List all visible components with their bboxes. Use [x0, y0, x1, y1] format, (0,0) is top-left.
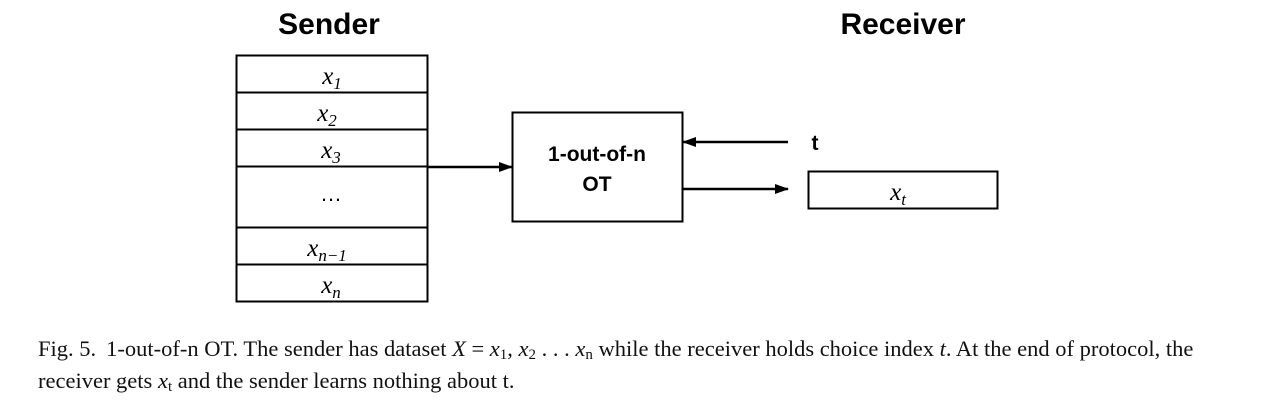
- caption-text-1: 1-out-of-n OT. The sender has dataset: [106, 336, 453, 361]
- caption-math-xn: x: [575, 336, 586, 361]
- caption-math-x2: x: [518, 336, 529, 361]
- caption-math-xt: x: [157, 368, 168, 393]
- caption-math-xt-sub: t: [167, 379, 173, 395]
- sender-cell-x3: x3: [320, 137, 341, 167]
- ot-box-line2: OT: [582, 173, 611, 196]
- ot-box-line1: 1-out-of-n: [548, 143, 646, 166]
- figure-caption: Fig. 5. 1-out-of-n OT. The sender has dat…: [38, 333, 1238, 397]
- caption-math-x1-sub: 1: [499, 347, 508, 363]
- sender-dataset-table: x1 x2 x3 … xn−1 xn: [235, 54, 429, 303]
- sender-heading: Sender: [278, 8, 380, 41]
- caption-math-X: X: [452, 336, 466, 361]
- ot-box: 1-out-of-n OT: [511, 111, 684, 223]
- receiver-output-xt: xt: [889, 179, 907, 209]
- caption-text-2: =: [465, 336, 490, 361]
- caption-math-xn-sub: n: [585, 347, 593, 363]
- caption-math-t: t: [939, 336, 946, 361]
- caption-text-3: ,: [507, 336, 519, 361]
- receiver-output-box: xt: [807, 170, 999, 210]
- sender-cell-xn: xn: [320, 272, 341, 302]
- ot-diagram: Sender Receiver x1 x2 x3 … xn−1 xn 1-out…: [235, 8, 999, 303]
- caption-text-6: . At the end of protocol, the receiver g…: [38, 336, 1194, 393]
- caption-math-x2-sub: 2: [528, 347, 537, 363]
- caption-text-4: . . .: [536, 336, 576, 361]
- receiver-heading: Receiver: [840, 8, 965, 41]
- caption-text-5: while the receiver holds choice index: [592, 336, 940, 361]
- caption-text-7: and the sender learns nothing about t.: [172, 368, 515, 393]
- caption-math-x1: x: [489, 336, 500, 361]
- sender-cell-ellipsis: …: [320, 181, 342, 206]
- figure-number: Fig. 5.: [38, 336, 97, 361]
- sender-cell-xn-minus-1: xn−1: [306, 235, 347, 265]
- choice-index-label: t: [812, 132, 819, 155]
- sender-cell-x1: x1: [321, 63, 342, 93]
- sender-cell-x2: x2: [316, 100, 337, 130]
